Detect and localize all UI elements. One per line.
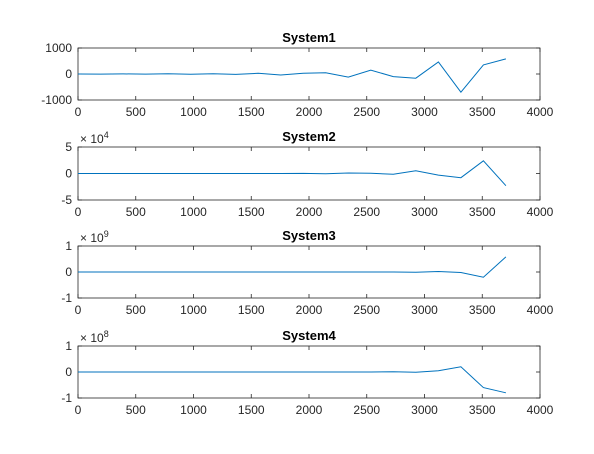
series-line xyxy=(78,161,506,186)
series-line xyxy=(78,257,506,277)
x-tick-label: 1500 xyxy=(238,205,265,219)
x-tick-label: 4000 xyxy=(527,403,554,417)
subplot-4: 0 500 1000 1500 2000 2500 3000 3500 4000-101× 10… xyxy=(61,328,553,417)
subplot-1: 0 500 1000 1500 2000 2500 3000 3500 4000-1000010… xyxy=(41,30,553,119)
x-tick-label: 500 xyxy=(126,303,146,317)
subplot-title: System4 xyxy=(282,328,336,343)
x-tick-label: 2500 xyxy=(353,205,380,219)
x-tick-label: 3500 xyxy=(469,105,496,119)
exponent-base: × 10 xyxy=(80,331,104,345)
y-tick-label: 0 xyxy=(65,265,72,279)
exponent-power: 4 xyxy=(104,130,109,140)
y-tick-label: -5 xyxy=(61,193,72,207)
x-tick-label: 500 xyxy=(126,403,146,417)
x-tick-label: 0 xyxy=(75,105,82,119)
x-tick-label: 2500 xyxy=(353,303,380,317)
x-tick-label: 3000 xyxy=(411,403,438,417)
x-tick-label: 3500 xyxy=(469,205,496,219)
y-tick-label: 1 xyxy=(65,339,72,353)
subplot-title: System1 xyxy=(282,30,335,45)
x-tick-label: 2000 xyxy=(296,205,323,219)
y-tick-label: -1000 xyxy=(41,93,72,107)
x-tick-label: 1000 xyxy=(180,205,207,219)
subplot-2: 0 500 1000 1500 2000 2500 3000 3500 4000-505× 10… xyxy=(61,129,553,219)
subplot-3: 0 500 1000 1500 2000 2500 3000 3500 4000-101× 10… xyxy=(61,228,553,317)
x-tick-label: 500 xyxy=(126,105,146,119)
x-tick-label: 1500 xyxy=(238,105,265,119)
y-tick-label: 5 xyxy=(65,140,72,154)
x-tick-label: 1500 xyxy=(238,403,265,417)
exponent-power: 9 xyxy=(104,229,109,239)
x-tick-label: 1000 xyxy=(180,105,207,119)
x-tick-label: 1000 xyxy=(180,303,207,317)
exponent-power: 8 xyxy=(104,329,109,339)
y-tick-label: 0 xyxy=(65,167,72,181)
subplot-title: System3 xyxy=(282,228,335,243)
y-tick-label: -1 xyxy=(61,291,72,305)
exponent-base: × 10 xyxy=(80,231,104,245)
x-tick-label: 3500 xyxy=(469,403,496,417)
y-tick-label: 0 xyxy=(65,67,72,81)
x-tick-label: 3000 xyxy=(411,105,438,119)
x-tick-label: 1500 xyxy=(238,303,265,317)
y-exponent-label: × 104 xyxy=(80,130,109,146)
series-line xyxy=(78,59,506,92)
x-tick-label: 1000 xyxy=(180,403,207,417)
x-tick-label: 0 xyxy=(75,205,82,219)
x-tick-label: 2000 xyxy=(296,105,323,119)
x-tick-label: 4000 xyxy=(527,303,554,317)
x-tick-label: 2000 xyxy=(296,403,323,417)
x-tick-label: 4000 xyxy=(527,205,554,219)
x-tick-label: 2500 xyxy=(353,105,380,119)
x-tick-label: 2500 xyxy=(353,403,380,417)
x-tick-label: 3000 xyxy=(411,205,438,219)
x-tick-label: 0 xyxy=(75,303,82,317)
y-tick-label: 1 xyxy=(65,239,72,253)
y-tick-label: 1000 xyxy=(45,41,72,55)
x-tick-label: 2000 xyxy=(296,303,323,317)
x-tick-label: 500 xyxy=(126,205,146,219)
y-exponent-label: × 109 xyxy=(80,229,109,245)
y-tick-label: -1 xyxy=(61,391,72,405)
x-tick-label: 3000 xyxy=(411,303,438,317)
subplot-title: System2 xyxy=(282,129,335,144)
x-tick-label: 0 xyxy=(75,403,82,417)
exponent-base: × 10 xyxy=(80,132,104,146)
series-line xyxy=(78,367,506,393)
y-exponent-label: × 108 xyxy=(80,329,109,345)
y-tick-label: 0 xyxy=(65,365,72,379)
x-tick-label: 4000 xyxy=(527,105,554,119)
x-tick-label: 3500 xyxy=(469,303,496,317)
